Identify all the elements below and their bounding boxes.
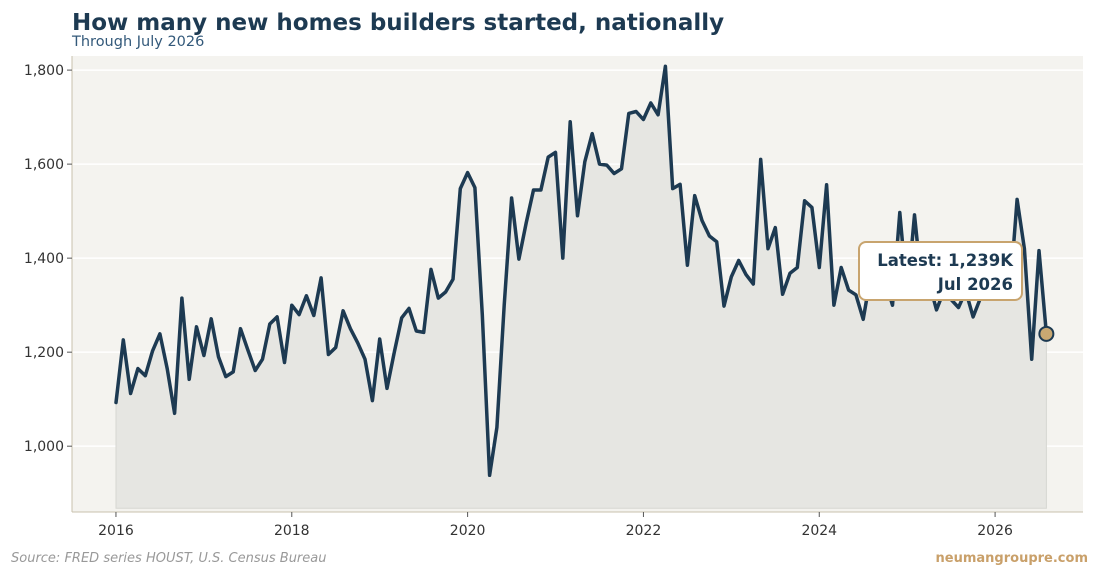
callout-date: Jul 2026: [937, 275, 1013, 294]
x-tick-label: 2022: [626, 523, 662, 539]
y-tick-label: 1,800: [24, 63, 64, 79]
x-tick-label: 2016: [98, 523, 134, 539]
chart-title: How many new homes builders started, nat…: [72, 10, 725, 36]
latest-callout: Latest: 1,239K Jul 2026: [858, 241, 1023, 301]
x-tick-label: 2020: [450, 523, 486, 539]
brand-link[interactable]: neumangroupre.com: [935, 551, 1088, 566]
chart-subtitle: Through July 2026: [72, 34, 205, 50]
y-axis-ticks: 1,000 1,200 1,400 1,600 1,800: [24, 63, 72, 455]
series-line: [114, 64, 1049, 478]
y-tick-label: 1,000: [24, 439, 64, 455]
x-tick-label: 2026: [977, 523, 1013, 539]
x-tick-label: 2024: [801, 523, 837, 539]
latest-point-marker: [1038, 325, 1055, 342]
callout-value: Latest: 1,239K: [877, 251, 1013, 270]
y-tick-label: 1,600: [24, 157, 64, 173]
x-axis-ticks: 2016 2018 2020 2022 2024 2026: [98, 512, 1013, 539]
y-tick-label: 1,400: [24, 251, 64, 267]
source-note: Source: FRED series HOUST, U.S. Census B…: [11, 551, 327, 566]
y-tick-label: 1,200: [24, 345, 64, 361]
x-tick-label: 2018: [274, 523, 310, 539]
